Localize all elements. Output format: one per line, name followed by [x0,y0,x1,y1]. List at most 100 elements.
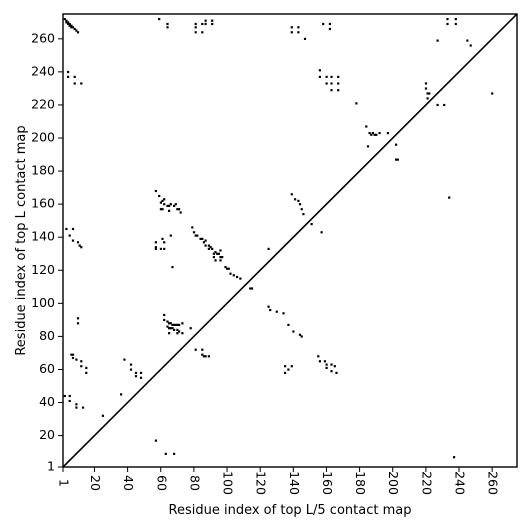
y-tick-label: 100 [31,295,55,310]
contact-point [355,102,358,105]
contact-point [161,208,164,211]
contact-point [159,208,162,211]
diagonal-reference-line [62,13,518,468]
contact-point [171,323,174,326]
x-axis-ticks: 1 20 40 60 80 100 120 140 160 180 200 220 240 260 [57,467,501,495]
contact-point [204,239,207,242]
contact-point [76,31,80,34]
contact-point [163,247,166,250]
contact-point [202,241,205,244]
x-tick-label: 240 [453,471,468,495]
contact-point [325,366,328,369]
contact-point [166,26,169,29]
contact-point [68,22,71,26]
contact-point [176,328,179,331]
contact-point [194,26,197,29]
contact-point [201,348,204,351]
contact-point [101,414,104,417]
contact-point [168,332,171,335]
contact-point [70,24,73,27]
contact-point [75,358,78,361]
contact-point [171,327,174,330]
contact-point [78,244,81,247]
contact-point [330,75,333,78]
contact-point [287,323,290,326]
contact-point [424,87,428,90]
contact-point [328,22,331,26]
contact-point [168,327,171,330]
contact-point [134,375,138,378]
contact-point [154,189,157,193]
contact-point [333,365,336,368]
contact-point [322,22,325,26]
x-tick-label: 160 [320,471,335,495]
contact-point [426,97,429,100]
contact-point [275,310,278,313]
x-tick-label: 60 [154,475,169,491]
contact-point [424,82,428,85]
contact-point [139,371,143,374]
contact-point [300,335,303,338]
contact-point [282,312,285,315]
contact-point [214,259,217,262]
plot-frame [62,13,518,468]
contact-point [325,363,328,366]
y-tick-label: 60 [39,361,55,376]
contact-point [216,252,219,255]
contact-point [204,355,207,358]
contact-point [71,26,75,29]
contact-point [85,366,88,369]
y-tick-label: 240 [31,63,55,78]
y-tick-label: 180 [31,163,55,178]
contact-point [443,103,446,107]
contact-point [290,365,293,368]
contact-point [71,356,75,360]
contact-point [161,237,164,240]
contact-point [154,439,157,442]
contact-point [330,89,333,92]
contact-point [219,259,222,262]
contact-point [154,247,157,250]
contact-point [67,22,70,26]
contact-point [191,226,194,229]
contact-point [76,241,80,244]
contact-point [318,360,321,363]
contact-point [386,132,389,135]
contact-point [269,308,272,312]
contact-point [303,37,307,40]
contact-point [73,27,76,31]
contact-point [375,133,378,136]
contact-point [204,244,207,247]
contact-point [325,75,328,78]
contact-point [194,31,197,34]
contact-point [80,82,83,85]
contact-point [337,82,340,85]
contact-point [249,287,252,290]
contact-point [436,103,439,107]
contact-point [169,203,172,206]
contact-point [173,323,176,326]
x-tick-label: 1 [57,479,72,487]
contact-point [370,133,373,136]
contact-point [297,31,300,34]
contact-point [68,399,71,403]
contact-point [80,246,83,249]
contact-point [330,363,333,366]
contact-point [335,371,338,374]
contact-point [65,21,68,24]
contact-point [219,256,222,259]
contact-point [204,19,207,22]
contact-point [168,204,171,207]
contact-point [163,313,166,317]
contact-point [173,204,176,207]
contact-point [454,18,457,21]
contact-point [75,403,78,406]
contact-point [232,274,235,277]
contact-point [229,272,232,275]
contact-point [318,69,321,72]
contact-point [76,322,80,325]
contact-point [159,247,162,250]
contact-point [174,323,177,326]
contact-point [169,234,172,237]
contact-point [428,92,431,95]
